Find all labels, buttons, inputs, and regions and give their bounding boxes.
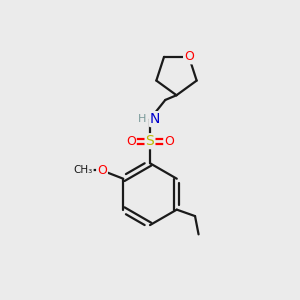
Text: N: N xyxy=(150,112,160,126)
Text: O: O xyxy=(97,164,107,177)
Text: CH₃: CH₃ xyxy=(74,166,93,176)
Text: S: S xyxy=(146,134,154,148)
Text: H: H xyxy=(138,114,146,124)
Text: O: O xyxy=(164,135,174,148)
Text: O: O xyxy=(184,50,194,63)
Text: O: O xyxy=(126,135,136,148)
